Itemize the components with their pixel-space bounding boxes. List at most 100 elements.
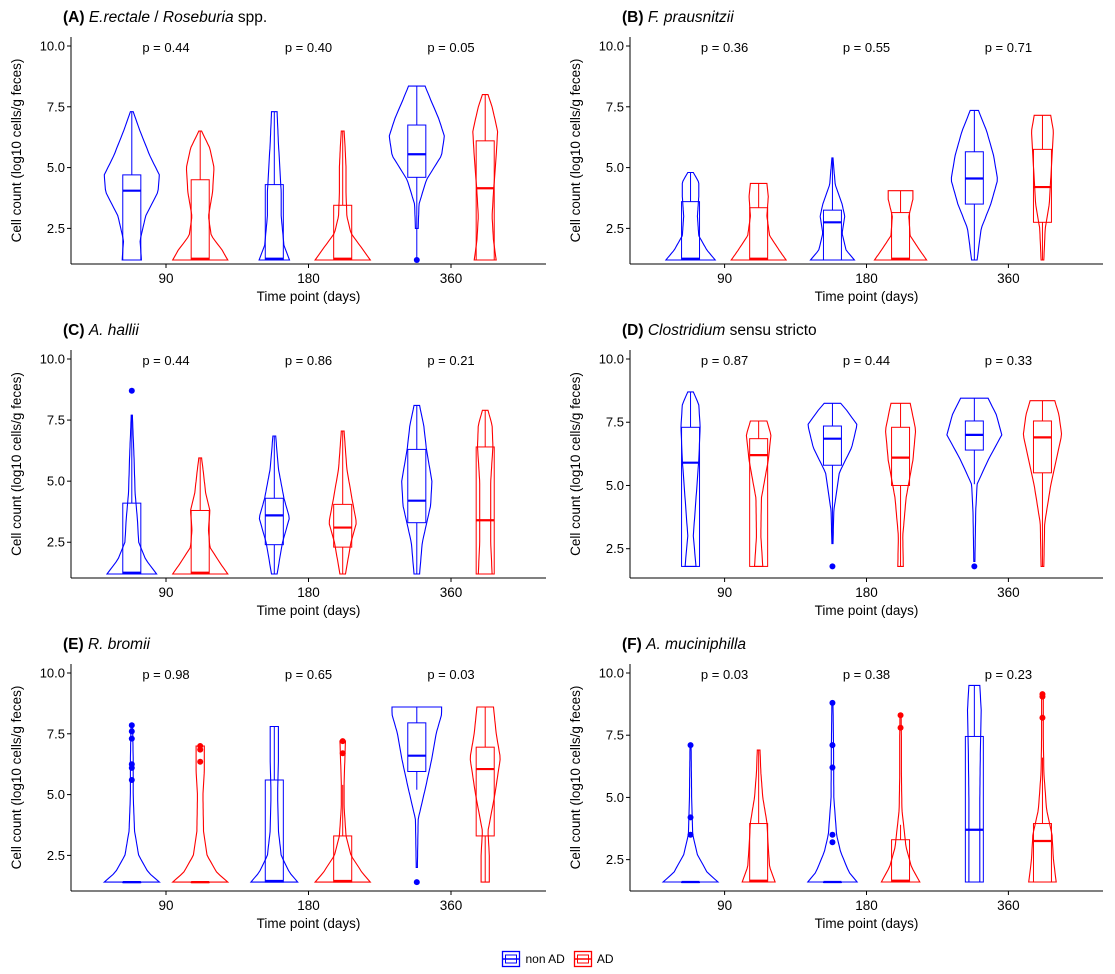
violin-group-360-ad xyxy=(1031,114,1054,261)
outlier-point xyxy=(339,750,346,757)
violin xyxy=(809,157,856,261)
violin-group-90-non-ad xyxy=(103,111,160,261)
x-tick-label: 360 xyxy=(997,898,1020,913)
violin xyxy=(880,714,921,883)
p-value-label: p = 0.05 xyxy=(427,40,474,55)
violin xyxy=(314,130,372,261)
violin-group-180-ad xyxy=(328,430,357,575)
panel-title-part: Clostridium xyxy=(648,322,726,339)
box xyxy=(749,438,769,567)
violin-group-90-non-ad xyxy=(105,387,158,575)
y-tick-label: 5.0 xyxy=(606,790,624,805)
outlier-point xyxy=(197,742,204,749)
violin-group-360-ad xyxy=(475,409,495,575)
violin-group-90-ad xyxy=(745,420,772,567)
violin-group-90-non-ad xyxy=(102,722,161,884)
outlier-point xyxy=(687,831,694,838)
outlier-point xyxy=(128,735,135,742)
panel-title-part: F. prausnitzii xyxy=(648,9,734,26)
x-tick-label: 360 xyxy=(997,585,1020,600)
violin xyxy=(401,404,433,575)
y-tick-label: 7.5 xyxy=(47,99,65,114)
violin-group-180-ad xyxy=(313,738,372,883)
box xyxy=(749,207,769,261)
y-tick-label: 2.5 xyxy=(606,852,624,867)
violin xyxy=(102,725,161,883)
y-axis-label: Cell count (log10 cells/g feces) xyxy=(9,372,24,556)
box xyxy=(333,204,353,261)
box xyxy=(822,425,842,466)
outlier-point xyxy=(413,879,420,886)
violin xyxy=(664,171,717,261)
x-tick-label: 180 xyxy=(297,898,320,913)
violin-group-90-ad xyxy=(171,130,229,261)
violin-group-180-ad xyxy=(880,712,921,883)
y-tick-label: 10.0 xyxy=(40,352,65,367)
x-axis-label: Time point (days) xyxy=(815,289,919,304)
outlier-point xyxy=(829,831,836,838)
box xyxy=(1032,823,1052,883)
legend-label-non-ad: non AD xyxy=(525,952,565,966)
violin-group-360-non-ad xyxy=(964,684,984,883)
violin-group-180-ad xyxy=(873,190,928,261)
violin-group-360-non-ad xyxy=(950,109,998,261)
legend-key-non-ad xyxy=(502,950,521,968)
violin xyxy=(950,109,998,261)
y-axis-label: Cell count (log10 cells/g feces) xyxy=(568,372,583,556)
violin xyxy=(946,397,1003,562)
violin xyxy=(171,745,230,883)
box xyxy=(475,140,495,261)
panel-title-part: A. muciniphilla xyxy=(645,636,746,653)
outlier-point xyxy=(197,758,204,765)
box xyxy=(475,746,495,837)
violin xyxy=(966,684,982,883)
violin xyxy=(469,706,501,883)
panel-title-part: A. hallii xyxy=(88,322,140,339)
box xyxy=(891,839,911,883)
p-value-label: p = 0.38 xyxy=(843,667,890,682)
violin xyxy=(472,94,499,261)
box xyxy=(190,179,210,261)
panel-title: (D) Clostridium sensu stricto xyxy=(622,322,817,339)
panel-title-part: / xyxy=(150,9,163,26)
p-value-label: p = 0.65 xyxy=(285,667,332,682)
y-tick-label: 7.5 xyxy=(47,726,65,741)
y-tick-label: 10.0 xyxy=(40,666,65,681)
box xyxy=(1032,148,1052,223)
violin xyxy=(388,85,445,229)
x-tick-label: 90 xyxy=(717,271,732,286)
panel-title: (E) R. bromii xyxy=(63,636,151,653)
y-tick-label: 5.0 xyxy=(606,160,624,175)
legend-label-ad: AD xyxy=(596,952,614,966)
box xyxy=(190,509,210,575)
box xyxy=(822,209,842,261)
x-tick-label: 90 xyxy=(158,585,173,600)
box xyxy=(333,835,353,883)
panel-c: (C) A. hallii 2.5 5.0 7.5 10.0 Cell count (lo… xyxy=(9,322,546,618)
x-tick-label: 90 xyxy=(158,271,173,286)
y-axis-label: Cell count (log10 cells/g feces) xyxy=(568,686,583,870)
panel-title-prefix: (F) xyxy=(622,636,646,653)
y-tick-label: 7.5 xyxy=(47,413,65,428)
x-tick-label: 180 xyxy=(855,585,878,600)
panel-title-part: sensu stricto xyxy=(725,322,816,339)
y-tick-label: 5.0 xyxy=(47,160,65,175)
y-tick-label: 2.5 xyxy=(47,535,65,550)
violin-group-180-ad xyxy=(885,402,917,567)
figure-canvas: (A) E.rectale / Roseburia spp. 2.5 5.0 7.5 1… xyxy=(9,9,1103,931)
p-value-label: p = 0.33 xyxy=(985,353,1032,368)
x-axis-label: Time point (days) xyxy=(257,603,361,618)
legend-item-ad: AD xyxy=(573,950,614,968)
violin xyxy=(730,182,788,261)
outlier-point xyxy=(687,742,694,749)
violin-group-360-ad xyxy=(469,706,501,883)
violin-group-180-non-ad xyxy=(807,402,858,570)
violin xyxy=(258,435,290,575)
violin xyxy=(680,391,701,567)
box xyxy=(749,823,769,883)
panel-title-prefix: (A) xyxy=(63,9,89,26)
violin xyxy=(103,111,160,261)
violin xyxy=(476,409,494,575)
panel-title: (F) A. muciniphilla xyxy=(622,636,746,653)
outlier-point xyxy=(829,764,836,771)
